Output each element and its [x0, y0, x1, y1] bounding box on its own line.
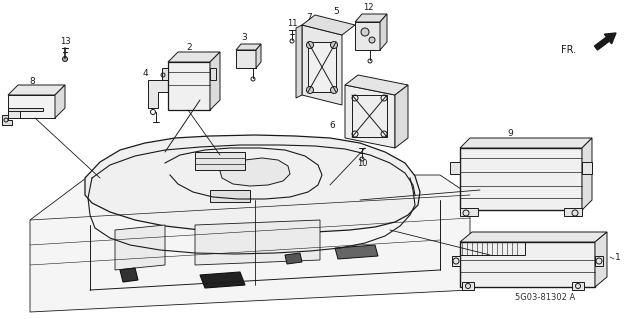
- Circle shape: [307, 86, 314, 93]
- Text: 5: 5: [333, 8, 339, 17]
- Circle shape: [369, 37, 375, 43]
- Bar: [352, 95, 387, 137]
- Polygon shape: [345, 75, 408, 95]
- Bar: [462, 282, 474, 290]
- Bar: [210, 190, 250, 202]
- Polygon shape: [236, 44, 261, 50]
- Text: 10: 10: [356, 159, 367, 167]
- Polygon shape: [115, 225, 165, 270]
- Bar: [572, 282, 584, 290]
- Polygon shape: [355, 14, 387, 22]
- Polygon shape: [345, 85, 395, 148]
- Bar: [355, 22, 380, 50]
- Polygon shape: [285, 253, 302, 264]
- Bar: [452, 256, 460, 266]
- Bar: [595, 256, 603, 266]
- Text: 3: 3: [241, 33, 247, 41]
- Polygon shape: [302, 25, 342, 105]
- Text: 6: 6: [329, 121, 335, 130]
- Text: 1: 1: [615, 254, 621, 263]
- Bar: [195, 152, 245, 170]
- Text: FR.: FR.: [561, 45, 576, 55]
- Polygon shape: [2, 115, 12, 125]
- Text: 9: 9: [507, 129, 513, 137]
- Polygon shape: [120, 268, 138, 282]
- Bar: [582, 162, 592, 174]
- Bar: [460, 148, 582, 210]
- Polygon shape: [210, 68, 216, 80]
- Polygon shape: [168, 52, 220, 62]
- Circle shape: [307, 41, 314, 48]
- Text: 2: 2: [186, 43, 192, 53]
- Circle shape: [361, 28, 369, 36]
- Polygon shape: [200, 272, 245, 288]
- Polygon shape: [30, 175, 470, 312]
- Polygon shape: [302, 15, 355, 35]
- Bar: [308, 42, 336, 92]
- Bar: [460, 242, 595, 287]
- Text: 8: 8: [29, 78, 35, 86]
- Text: 7: 7: [306, 13, 312, 23]
- Circle shape: [63, 56, 67, 62]
- Polygon shape: [256, 44, 261, 68]
- Bar: [8, 110, 20, 118]
- FancyArrow shape: [595, 33, 616, 50]
- Bar: [564, 208, 582, 216]
- Polygon shape: [148, 80, 168, 108]
- Bar: [8, 108, 43, 111]
- Polygon shape: [8, 85, 65, 95]
- Text: 11: 11: [287, 19, 297, 28]
- Polygon shape: [460, 232, 607, 242]
- Bar: [450, 162, 460, 174]
- Polygon shape: [460, 138, 592, 148]
- Polygon shape: [380, 14, 387, 50]
- Text: 5G03-81302 A: 5G03-81302 A: [515, 293, 575, 301]
- Bar: [236, 50, 256, 68]
- Bar: [8, 95, 55, 118]
- Polygon shape: [85, 135, 420, 233]
- Bar: [168, 62, 210, 110]
- Polygon shape: [296, 25, 302, 98]
- Polygon shape: [195, 220, 320, 265]
- Text: 4: 4: [142, 69, 148, 78]
- Polygon shape: [210, 52, 220, 110]
- Text: 13: 13: [60, 38, 70, 47]
- Bar: [460, 208, 478, 216]
- Bar: [460, 242, 525, 255]
- Text: 12: 12: [363, 4, 373, 12]
- Circle shape: [330, 41, 337, 48]
- Polygon shape: [395, 85, 408, 148]
- Polygon shape: [595, 232, 607, 287]
- Polygon shape: [220, 158, 290, 186]
- Polygon shape: [335, 245, 378, 259]
- Polygon shape: [55, 85, 65, 118]
- Circle shape: [330, 86, 337, 93]
- Polygon shape: [582, 138, 592, 210]
- Polygon shape: [162, 68, 168, 80]
